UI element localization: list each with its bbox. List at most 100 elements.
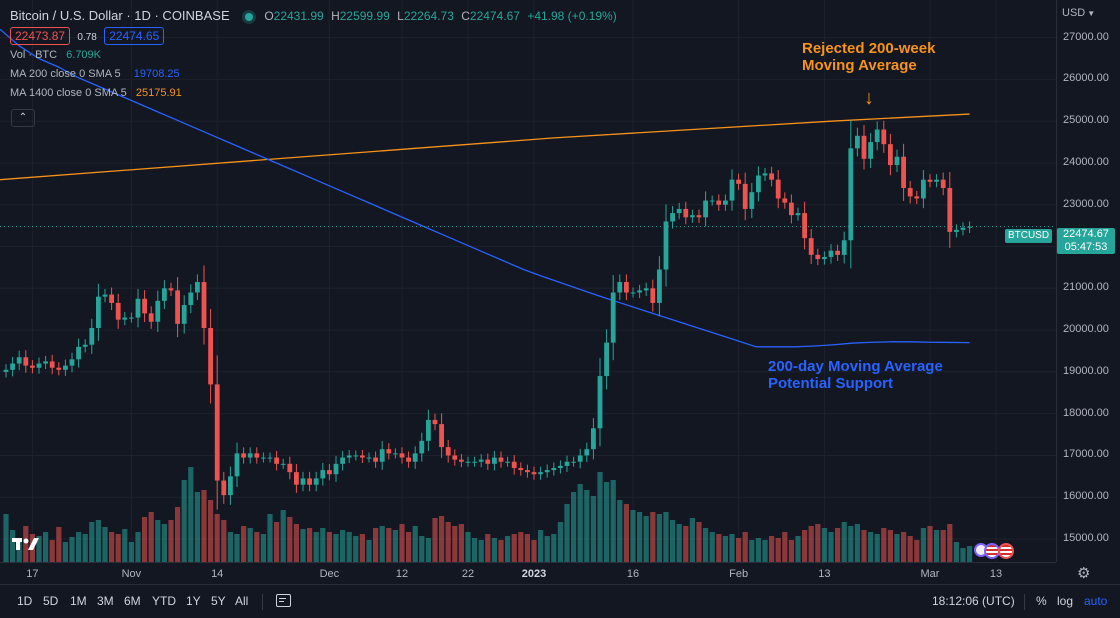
clock-display[interactable]: 18:12:06 (UTC) bbox=[932, 594, 1015, 608]
price-tick-label: 16000.00 bbox=[1063, 490, 1109, 503]
ma1400-label: MA 1400 close 0 SMA 5 bbox=[10, 87, 127, 99]
symbol-title[interactable]: Bitcoin / U.S. Dollar · 1D · COINBASE bbox=[10, 8, 230, 23]
candle bbox=[967, 221, 972, 234]
collapse-legend-button[interactable]: ⌃ bbox=[11, 109, 35, 127]
volume-bar bbox=[346, 532, 352, 562]
ma1400-row[interactable]: MA 1400 close 0 SMA 5 25175.91 bbox=[10, 84, 617, 103]
volume-bar bbox=[518, 532, 524, 562]
percent-toggle[interactable]: % bbox=[1036, 594, 1047, 608]
price-axis[interactable]: USD ▼ 15000.00 16000.00 17000.00 18000.00 190… bbox=[1056, 0, 1120, 562]
auto-toggle[interactable]: auto bbox=[1084, 594, 1108, 608]
candle-body bbox=[419, 440, 425, 454]
candle-body bbox=[109, 294, 114, 303]
candle bbox=[340, 450, 345, 471]
candle bbox=[228, 466, 233, 505]
price-plot[interactable] bbox=[0, 0, 1056, 562]
candle-body bbox=[155, 300, 161, 322]
timeframe-button-1d[interactable]: 1D bbox=[17, 594, 33, 608]
volume-bar bbox=[782, 532, 788, 562]
candle bbox=[610, 274, 616, 361]
volume-bar bbox=[689, 518, 695, 562]
candle-body bbox=[901, 156, 906, 189]
volume-bar bbox=[188, 467, 194, 562]
candle-body bbox=[696, 215, 702, 218]
ma200-row[interactable]: MA 200 close 0 SMA 5 19708.25 bbox=[10, 65, 617, 84]
volume-bar bbox=[663, 512, 669, 562]
candle bbox=[406, 451, 411, 468]
volume-bar bbox=[359, 534, 365, 562]
volume-bar bbox=[775, 538, 781, 562]
candle bbox=[386, 443, 392, 460]
candle-body bbox=[650, 288, 656, 303]
candle-body bbox=[360, 455, 365, 458]
us-flag-icon[interactable] bbox=[998, 543, 1014, 559]
candle-body bbox=[10, 363, 15, 370]
candle-body bbox=[320, 470, 326, 479]
candle bbox=[82, 339, 88, 353]
volume-bar bbox=[485, 534, 491, 562]
timeframe-button-5y[interactable]: 5Y bbox=[211, 594, 226, 608]
candle bbox=[808, 228, 814, 265]
candle bbox=[175, 277, 180, 338]
currency-selector[interactable]: USD ▼ bbox=[1062, 7, 1095, 19]
log-toggle[interactable]: log bbox=[1057, 594, 1074, 608]
buy-button[interactable]: 22474.65 bbox=[104, 27, 165, 45]
volume-bar bbox=[109, 532, 115, 562]
timeframe-button-ytd[interactable]: YTD bbox=[152, 594, 176, 608]
open-value: 22431.99 bbox=[273, 9, 324, 23]
volume-bar bbox=[3, 514, 9, 562]
settings-gear-icon[interactable]: ⚙ bbox=[1077, 565, 1091, 582]
timeframe-button-6m[interactable]: 6M bbox=[124, 594, 141, 608]
candle-body bbox=[610, 292, 616, 343]
candle-body bbox=[386, 449, 392, 454]
date-range-icon[interactable] bbox=[276, 594, 291, 607]
volume-bar bbox=[617, 500, 623, 562]
tradingview-logo[interactable] bbox=[12, 536, 40, 552]
volume-bar bbox=[874, 534, 880, 562]
volume-bar bbox=[320, 528, 326, 562]
economic-events[interactable] bbox=[974, 542, 1020, 560]
currency-label: USD bbox=[1062, 7, 1086, 19]
candle-body bbox=[881, 129, 887, 145]
candle-body bbox=[102, 294, 108, 297]
price-tick-label: 23000.00 bbox=[1063, 197, 1109, 210]
timeframe-button-3m[interactable]: 3M bbox=[97, 594, 114, 608]
candle-body bbox=[907, 188, 913, 197]
candle-body bbox=[954, 229, 959, 232]
candle-body bbox=[459, 459, 464, 462]
volume-bar bbox=[597, 472, 603, 562]
candle bbox=[868, 132, 873, 168]
volume-bar bbox=[610, 480, 616, 562]
candle-body bbox=[234, 453, 240, 477]
candle bbox=[835, 244, 840, 261]
timeframe-button-1m[interactable]: 1M bbox=[70, 594, 87, 608]
annotation-bottom-line2: Potential Support bbox=[768, 375, 893, 392]
time-axis[interactable]: 17 Nov 14 Dec 12 22 2023 16 Feb 13 Mar 13 bbox=[0, 562, 1056, 584]
volume-bar bbox=[861, 530, 867, 562]
volume-bar bbox=[234, 534, 240, 562]
candle bbox=[254, 447, 260, 464]
timeframe-button-all[interactable]: All bbox=[235, 594, 249, 608]
candle bbox=[115, 293, 121, 329]
timeframe-button-5d[interactable]: 5D bbox=[43, 594, 59, 608]
chart-area[interactable]: Bitcoin / U.S. Dollar · 1D · COINBASE O2… bbox=[0, 0, 1056, 562]
candle-body bbox=[472, 461, 477, 463]
sell-button[interactable]: 22473.87 bbox=[10, 27, 71, 45]
candle-body bbox=[294, 472, 299, 485]
candle-body bbox=[518, 467, 524, 471]
candle-body bbox=[861, 135, 867, 159]
timeframe-button-1y[interactable]: 1Y bbox=[186, 594, 201, 608]
volume-bar bbox=[914, 540, 920, 562]
volume-bar bbox=[161, 524, 167, 562]
candle-body bbox=[789, 202, 794, 216]
volume-bar bbox=[531, 540, 537, 562]
candle bbox=[815, 248, 821, 266]
ma200-value: 19708.25 bbox=[133, 68, 180, 80]
vol-row[interactable]: Vol · BTC 6.709K bbox=[10, 46, 617, 65]
candle-body bbox=[690, 215, 695, 218]
candle bbox=[399, 447, 405, 464]
candle bbox=[320, 462, 326, 486]
price-tick-label: 20000.00 bbox=[1063, 323, 1109, 336]
volume-bar bbox=[43, 532, 49, 562]
candle-body bbox=[287, 463, 293, 473]
